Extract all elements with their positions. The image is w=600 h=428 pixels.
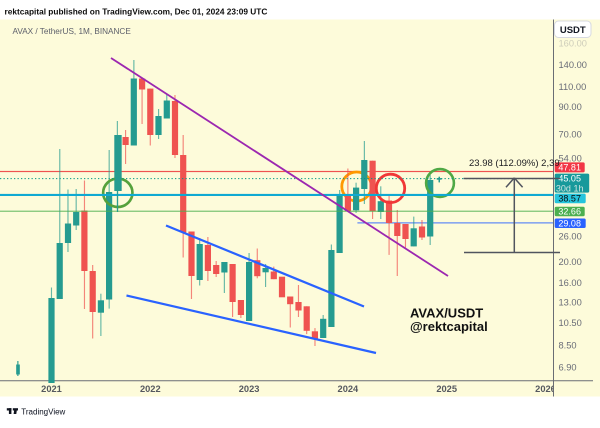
svg-text:USDT: USDT xyxy=(560,25,586,36)
svg-text:20.00: 20.00 xyxy=(559,257,582,267)
svg-text:38.57: 38.57 xyxy=(558,194,581,204)
svg-text:110.00: 110.00 xyxy=(559,82,587,92)
svg-text:2026: 2026 xyxy=(535,384,556,394)
svg-text:10.50: 10.50 xyxy=(559,318,582,328)
svg-text:32.66: 32.66 xyxy=(558,207,581,217)
svg-text:90.00: 90.00 xyxy=(559,102,582,112)
svg-text:16.00: 16.00 xyxy=(559,278,582,288)
svg-text:2025: 2025 xyxy=(436,384,457,394)
svg-text:160.00: 160.00 xyxy=(559,38,587,48)
svg-text:47.81: 47.81 xyxy=(558,162,581,172)
svg-text:8.50: 8.50 xyxy=(559,340,577,350)
svg-text:2021: 2021 xyxy=(41,384,62,394)
svg-text:26.00: 26.00 xyxy=(559,231,582,241)
svg-text:2023: 2023 xyxy=(239,384,260,394)
svg-text:45.05: 45.05 xyxy=(558,174,581,184)
svg-text:23.98 (112.09%) 2,39: 23.98 (112.09%) 2,39 xyxy=(469,158,560,169)
svg-text:13.00: 13.00 xyxy=(559,297,582,307)
svg-text:6.90: 6.90 xyxy=(559,362,577,372)
svg-text:70.00: 70.00 xyxy=(559,129,582,139)
svg-text:30d 1h: 30d 1h xyxy=(556,183,584,193)
svg-text:TradingView: TradingView xyxy=(21,407,65,416)
svg-text:2024: 2024 xyxy=(338,384,360,394)
svg-text:140.00: 140.00 xyxy=(559,60,587,70)
svg-text:@rektcapital: @rektcapital xyxy=(410,319,488,334)
svg-text:AVAX / TetherUS, 1M, BINANCE: AVAX / TetherUS, 1M, BINANCE xyxy=(13,27,132,36)
svg-text:2022: 2022 xyxy=(140,384,161,394)
svg-text:AVAX/USDT: AVAX/USDT xyxy=(410,306,483,321)
svg-text:29.08: 29.08 xyxy=(558,218,581,228)
svg-text:54.00: 54.00 xyxy=(559,153,582,163)
svg-text:rektcapital published on Tradi: rektcapital published on TradingView.com… xyxy=(5,7,268,17)
